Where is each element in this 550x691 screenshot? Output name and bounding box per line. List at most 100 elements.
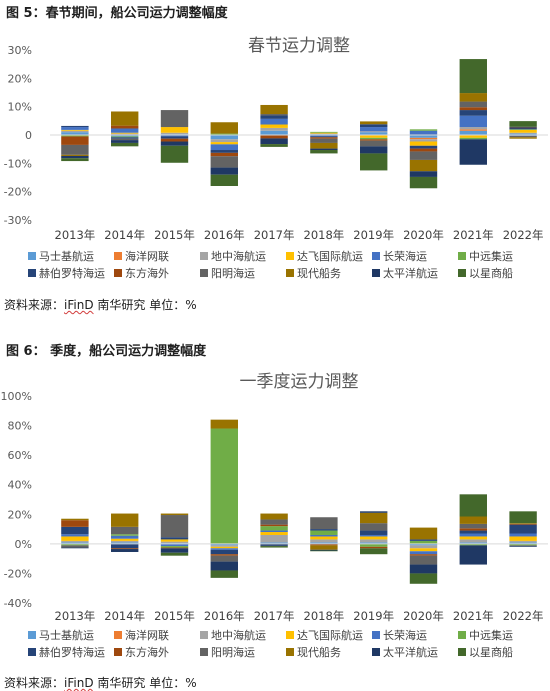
legend-item: 海洋网联: [114, 249, 169, 263]
bar-segment: [360, 546, 388, 549]
bar-segment: [310, 137, 338, 139]
bar-segment: [260, 519, 288, 525]
bar-segment: [260, 534, 288, 543]
bar-segment: [509, 540, 537, 543]
bar-segment: [409, 545, 438, 549]
bar-segment: [61, 540, 89, 543]
legend-label: 东方海外: [125, 266, 169, 280]
legend-swatch: [28, 631, 36, 639]
bar-segment: [160, 513, 189, 516]
bar-segment: [509, 133, 537, 135]
y-tick-label: 80%: [8, 420, 32, 433]
bar-segment: [210, 548, 238, 550]
x-tick-label: 2019年: [353, 609, 394, 623]
legend-label: 现代船务: [297, 266, 341, 280]
bar-segment: [210, 174, 238, 186]
bar-segment: [509, 121, 537, 127]
bar-segment: [310, 550, 338, 552]
legend-item: 东方海外: [114, 266, 169, 280]
bar-segment: [61, 526, 89, 535]
bar-segment: [210, 142, 238, 145]
bar-segment: [360, 543, 388, 547]
legend-swatch: [200, 252, 208, 260]
legend-label: 长荣海运: [383, 249, 427, 263]
bar-segment: [360, 153, 388, 171]
bar-segment: [111, 535, 139, 539]
bar-segment: [310, 542, 338, 544]
source-ifind: iFinD: [64, 676, 94, 690]
bar-segment: [111, 526, 139, 535]
bar-segment: [509, 132, 537, 134]
bar-segment: [360, 511, 388, 513]
bar-segment: [61, 534, 89, 537]
bar-segment: [509, 137, 537, 139]
legend-swatch: [286, 648, 294, 656]
legend-swatch: [458, 269, 466, 277]
bar-segment: [210, 135, 238, 140]
bar-segment: [459, 137, 487, 140]
legend-item: 地中海航运: [200, 628, 266, 642]
bar-segment: [260, 144, 288, 147]
bar-segment: [260, 530, 288, 533]
bar-segment: [509, 129, 537, 133]
legend-item: 达飞国际航运: [286, 628, 363, 642]
bar-segment: [260, 104, 288, 115]
legend-item: 赫伯罗特海运: [28, 266, 105, 280]
bar-segment: [61, 545, 89, 548]
bar-segment: [509, 543, 537, 546]
bar-segment: [61, 129, 89, 131]
legend-swatch: [458, 252, 466, 260]
bar-segment: [61, 543, 89, 546]
bar-segment: [111, 137, 139, 139]
bar-segment: [260, 545, 288, 547]
legend-label: 马士基航运: [39, 628, 94, 642]
bar-segment: [360, 548, 388, 555]
bar-segment: [111, 542, 139, 544]
bar-segment: [409, 135, 438, 138]
bar-segment: [509, 126, 537, 128]
legend-label: 赫伯罗特海运: [39, 266, 105, 280]
bar-segment: [160, 539, 189, 542]
bar-segment: [310, 136, 338, 138]
bar-segment: [210, 419, 238, 429]
bar-segment: [260, 138, 288, 145]
bar-segment: [260, 135, 288, 139]
bar-segment: [459, 533, 487, 537]
bar-segment: [111, 513, 139, 527]
bar-segment: [409, 554, 438, 556]
bar-segment: [210, 570, 238, 578]
legend-swatch: [200, 631, 208, 639]
legend-item: 马士基航运: [28, 628, 94, 642]
bar-segment: [210, 546, 238, 549]
y-tick-label: 100%: [1, 390, 32, 403]
bar-segment: [111, 549, 139, 552]
legend-label: 长荣海运: [383, 628, 427, 642]
figure5-source: 资料来源：iFinD 南华研究 单位：%: [4, 296, 197, 313]
legend-item: 太平洋航运: [372, 645, 438, 659]
bar-segment: [111, 125, 139, 129]
bar-segment: [111, 540, 139, 543]
bar-segment: [260, 114, 288, 116]
legend-swatch: [114, 252, 122, 260]
bar-segment: [509, 511, 537, 524]
bar-segment: [160, 141, 189, 146]
bar-segment: [360, 127, 388, 132]
bar-segment: [459, 93, 487, 102]
bar-segment: [409, 129, 438, 131]
bar-segment: [210, 545, 238, 547]
bar-segment: [210, 167, 238, 175]
bar-segment: [459, 107, 487, 111]
bar-segment: [160, 515, 189, 538]
x-tick-label: 2017年: [254, 609, 295, 623]
bar-segment: [459, 135, 487, 138]
bar-segment: [509, 546, 537, 547]
bar-segment: [310, 545, 338, 550]
x-tick-label: 2013年: [55, 609, 96, 623]
bar-segment: [160, 541, 189, 544]
bar-segment: [210, 549, 238, 555]
y-tick-label: -30%: [4, 214, 32, 227]
bar-segment: [61, 518, 89, 521]
bar-segment: [260, 524, 288, 527]
legend-label: 东方海外: [125, 645, 169, 659]
bar-segment: [409, 551, 438, 555]
